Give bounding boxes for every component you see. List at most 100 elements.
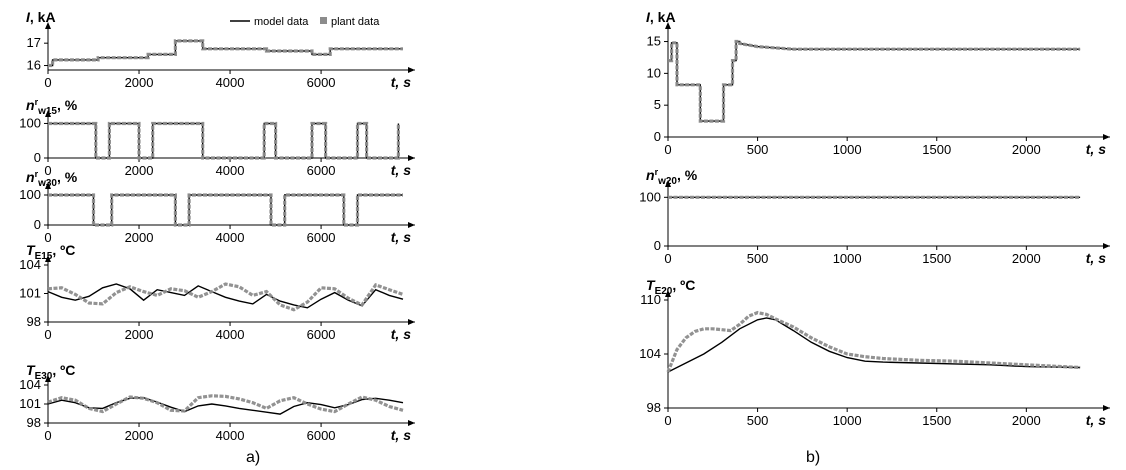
y-tick-label: 15 <box>647 34 661 49</box>
chart-a1: 0 2000 4000 6000 16 17 I, kA t, s <box>26 9 415 90</box>
x-axis-arrow-icon <box>1103 243 1110 249</box>
y-tick-label: 0 <box>654 129 661 144</box>
x-tick-label: 2000 <box>125 230 154 245</box>
x-tick-label: 0 <box>44 327 51 342</box>
x-tick-label: 2000 <box>1012 251 1041 266</box>
x-tick-label: 6000 <box>307 230 336 245</box>
x-tick-label: 2000 <box>1012 142 1041 157</box>
series-model-line <box>668 40 1081 122</box>
x-tick-label: 500 <box>747 413 769 428</box>
series-plant-line <box>48 121 400 160</box>
y-axis-label: nrw15, % <box>26 97 78 117</box>
x-tick-label: 2000 <box>1012 413 1041 428</box>
x-tick-label: 1500 <box>922 142 951 157</box>
panel-label-a: a) <box>246 449 260 466</box>
x-tick-label: 4000 <box>216 230 245 245</box>
y-tick-label: 100 <box>19 115 41 130</box>
y-tick-label: 100 <box>639 189 661 204</box>
legend: model data plant data <box>230 16 380 28</box>
x-axis-label: t, s <box>391 427 411 443</box>
x-tick-label: 0 <box>44 230 51 245</box>
x-axis-label: t, s <box>391 74 411 90</box>
x-tick-label: 0 <box>44 428 51 443</box>
x-axis-label: t, s <box>1086 250 1106 266</box>
x-tick-label: 4000 <box>216 428 245 443</box>
x-tick-label: 4000 <box>216 163 245 178</box>
x-axis-label: t, s <box>1086 141 1106 157</box>
y-axis-arrow-icon <box>665 180 671 187</box>
chart-b1: 0 500 1000 1500 2000 0 5 10 15 I, kA t, s <box>646 9 1110 157</box>
y-axis-label: nrw30, % <box>26 169 78 189</box>
y-axis-arrow-icon <box>45 182 51 189</box>
x-tick-label: 1500 <box>922 251 951 266</box>
x-axis-arrow-icon <box>408 155 415 161</box>
x-tick-label: 500 <box>747 142 769 157</box>
y-tick-label: 104 <box>639 346 661 361</box>
y-tick-label: 104 <box>19 377 41 392</box>
x-axis-arrow-icon <box>1103 405 1110 411</box>
x-axis-arrow-icon <box>408 67 415 73</box>
y-tick-label: 16 <box>27 58 41 73</box>
series-plant-line <box>666 310 1081 373</box>
x-axis-arrow-icon <box>1103 134 1110 140</box>
x-tick-label: 0 <box>44 75 51 90</box>
y-axis-arrow-icon <box>45 375 51 382</box>
y-tick-label: 0 <box>34 217 41 232</box>
panel-label-b: b) <box>806 449 820 466</box>
y-axis-label: TE15, ºC <box>26 242 75 262</box>
series-plant-line <box>48 193 403 227</box>
y-tick-label: 104 <box>19 257 41 272</box>
x-tick-label: 0 <box>664 251 671 266</box>
x-tick-label: 2000 <box>125 428 154 443</box>
y-tick-label: 101 <box>19 396 41 411</box>
y-axis-label: I, kA <box>26 9 56 25</box>
y-axis-label: TE20, ºC <box>646 277 695 297</box>
x-axis-label: t, s <box>391 162 411 178</box>
y-axis-arrow-icon <box>665 22 671 29</box>
x-tick-label: 500 <box>747 251 769 266</box>
series-model-line <box>48 40 403 67</box>
x-tick-label: 2000 <box>125 163 154 178</box>
legend-model-label: model data <box>254 16 309 28</box>
chart-b2: 0 500 1000 1500 2000 0 100 nrw20, % t, s <box>639 167 1110 266</box>
x-tick-label: 2000 <box>125 327 154 342</box>
y-tick-label: 5 <box>654 97 661 112</box>
y-tick-label: 110 <box>640 292 661 307</box>
x-tick-label: 0 <box>664 142 671 157</box>
x-tick-label: 2000 <box>125 75 154 90</box>
series-plant-line <box>668 39 1081 123</box>
y-tick-label: 98 <box>647 400 661 415</box>
x-axis-arrow-icon <box>408 319 415 325</box>
series-model-line <box>667 317 1081 373</box>
y-tick-label: 98 <box>27 314 41 329</box>
series-model-line <box>47 283 404 309</box>
y-tick-label: 0 <box>34 150 41 165</box>
x-axis-label: t, s <box>1086 412 1106 428</box>
x-tick-label: 1500 <box>922 413 951 428</box>
series-plant-line <box>48 39 403 68</box>
x-tick-label: 0 <box>44 163 51 178</box>
x-tick-label: 0 <box>664 413 671 428</box>
series-model-line <box>48 122 400 159</box>
x-tick-label: 6000 <box>307 75 336 90</box>
y-tick-label: 0 <box>654 238 661 253</box>
y-axis-arrow-icon <box>665 290 671 297</box>
x-tick-label: 1000 <box>833 251 862 266</box>
legend-plant-label: plant data <box>331 16 380 28</box>
y-axis-arrow-icon <box>45 110 51 117</box>
y-axis-label: TE30, ºC <box>26 362 75 382</box>
y-axis-arrow-icon <box>45 255 51 262</box>
legend-plant-swatch <box>320 17 327 24</box>
y-tick-label: 98 <box>27 415 41 430</box>
y-tick-label: 101 <box>19 286 41 301</box>
y-tick-label: 100 <box>19 187 41 202</box>
y-tick-label: 17 <box>27 35 41 50</box>
y-tick-label: 10 <box>647 65 661 80</box>
x-tick-label: 6000 <box>307 428 336 443</box>
